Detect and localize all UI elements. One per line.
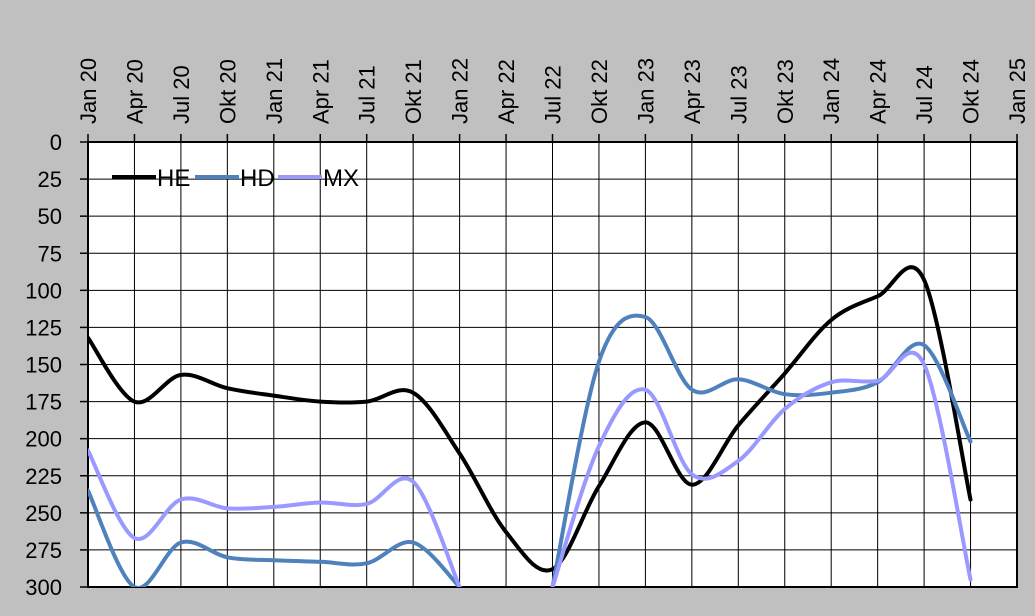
- x-axis: Jan 20 Apr 20 Jul 20 Okt 20 Jan 21 Apr 21 Jul …: [76, 58, 1030, 142]
- series-line-mx: [88, 448, 462, 587]
- x-tick-label: Apr 21: [308, 59, 333, 124]
- y-tick-label: 250: [25, 501, 62, 526]
- x-tick-label: Apr 23: [680, 59, 705, 124]
- series-line-hd: [88, 488, 462, 587]
- y-tick-label: 300: [25, 575, 62, 600]
- series-line-hd: [550, 313, 973, 587]
- x-tick-label: Jul 20: [169, 65, 194, 124]
- y-tick-label: 100: [25, 278, 62, 303]
- x-tick-label: Apr 24: [866, 59, 891, 124]
- x-tick-label: Jul 21: [355, 65, 380, 124]
- y-tick-label: 125: [25, 315, 62, 340]
- x-tick-label: Okt 20: [215, 59, 240, 124]
- x-tick-label: Okt 23: [773, 59, 798, 124]
- x-tick-label: Okt 24: [959, 59, 984, 124]
- y-tick-label: 275: [25, 538, 62, 563]
- series-lines: [88, 265, 973, 587]
- y-tick-label: 175: [25, 390, 62, 415]
- x-tick-label: Jul 24: [912, 65, 937, 124]
- x-tick-label: Jan 24: [819, 58, 844, 124]
- y-tick-label: 0: [50, 130, 62, 155]
- y-tick-label: 75: [38, 241, 62, 266]
- y-tick-label: 25: [38, 167, 62, 192]
- legend: HE HD MX: [112, 165, 359, 192]
- y-tick-label: 150: [25, 353, 62, 378]
- legend-label-hd: HD: [240, 165, 275, 192]
- x-tick-label: Jan 25: [1005, 58, 1030, 124]
- x-tick-label: Jul 22: [541, 65, 566, 124]
- x-tick-label: Okt 22: [587, 59, 612, 124]
- x-tick-label: Jan 23: [633, 58, 658, 124]
- x-tick-label: Jan 21: [262, 58, 287, 124]
- x-tick-label: Apr 20: [122, 59, 147, 124]
- x-tick-label: Jan 20: [76, 58, 101, 124]
- y-tick-label: 225: [25, 464, 62, 489]
- x-tick-label: Okt 21: [401, 59, 426, 124]
- y-axis: 0 25 50 75 100 125 150 175 200 225 250 275 300: [25, 130, 88, 600]
- gridlines: [87, 141, 1018, 588]
- y-tick-label: 200: [25, 427, 62, 452]
- legend-label-he: HE: [157, 165, 190, 192]
- series-line-mx: [550, 350, 973, 587]
- x-tick-label: Jul 23: [726, 65, 751, 124]
- y-tick-label: 50: [38, 204, 62, 229]
- legend-label-mx: MX: [323, 165, 359, 192]
- x-tick-label: Apr 22: [494, 59, 519, 124]
- x-tick-label: Jan 22: [448, 58, 473, 124]
